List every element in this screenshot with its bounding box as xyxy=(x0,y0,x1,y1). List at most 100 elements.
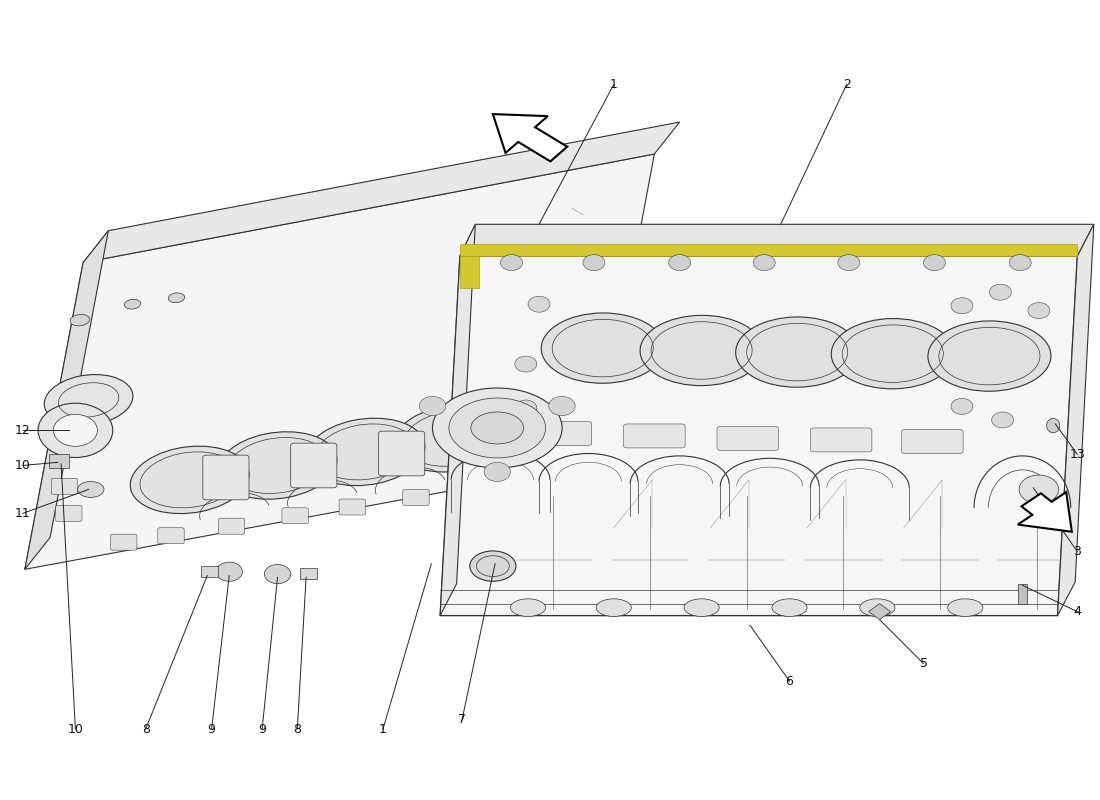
Text: 5: 5 xyxy=(920,657,927,670)
Ellipse shape xyxy=(50,438,73,450)
Ellipse shape xyxy=(596,599,631,617)
Bar xyxy=(200,566,218,578)
Ellipse shape xyxy=(306,418,425,486)
Polygon shape xyxy=(440,224,475,616)
Text: 10: 10 xyxy=(67,722,84,735)
FancyBboxPatch shape xyxy=(902,430,964,454)
Ellipse shape xyxy=(78,482,104,498)
FancyBboxPatch shape xyxy=(290,443,337,488)
Circle shape xyxy=(1019,475,1058,504)
FancyBboxPatch shape xyxy=(202,455,249,500)
Text: 85: 85 xyxy=(908,363,1001,429)
Ellipse shape xyxy=(860,599,895,617)
Ellipse shape xyxy=(394,405,513,472)
Ellipse shape xyxy=(44,374,133,426)
Text: 6: 6 xyxy=(785,674,793,688)
FancyBboxPatch shape xyxy=(460,480,486,496)
Text: 2: 2 xyxy=(843,78,850,91)
FancyBboxPatch shape xyxy=(157,528,184,544)
Circle shape xyxy=(264,565,290,584)
FancyBboxPatch shape xyxy=(378,431,425,476)
Circle shape xyxy=(549,397,575,415)
Bar xyxy=(1018,584,1026,604)
Text: 8: 8 xyxy=(142,722,150,735)
Ellipse shape xyxy=(948,599,983,617)
Polygon shape xyxy=(25,230,109,570)
Circle shape xyxy=(583,254,605,270)
FancyBboxPatch shape xyxy=(339,499,365,515)
Ellipse shape xyxy=(432,388,562,468)
Circle shape xyxy=(838,254,860,270)
Text: 7: 7 xyxy=(458,713,466,726)
Ellipse shape xyxy=(593,386,613,398)
Ellipse shape xyxy=(832,318,955,389)
Polygon shape xyxy=(1057,224,1093,616)
Circle shape xyxy=(484,462,510,482)
Text: 12: 12 xyxy=(14,424,31,437)
Ellipse shape xyxy=(168,293,185,302)
Polygon shape xyxy=(1018,492,1071,532)
Bar xyxy=(299,568,317,579)
Polygon shape xyxy=(869,604,891,620)
Circle shape xyxy=(54,414,98,446)
Ellipse shape xyxy=(510,599,546,617)
FancyBboxPatch shape xyxy=(624,424,685,448)
Ellipse shape xyxy=(928,321,1050,391)
Ellipse shape xyxy=(449,398,546,458)
Circle shape xyxy=(515,356,537,372)
Circle shape xyxy=(989,284,1011,300)
Ellipse shape xyxy=(70,314,89,326)
Polygon shape xyxy=(460,244,1077,256)
Polygon shape xyxy=(460,256,478,288)
Circle shape xyxy=(991,412,1013,428)
FancyBboxPatch shape xyxy=(52,478,78,494)
Text: a passion for cars: a passion for cars xyxy=(493,438,750,466)
FancyBboxPatch shape xyxy=(811,428,872,452)
FancyBboxPatch shape xyxy=(282,508,308,524)
Bar xyxy=(50,454,69,468)
Circle shape xyxy=(419,397,446,415)
Circle shape xyxy=(952,298,974,314)
FancyBboxPatch shape xyxy=(218,518,244,534)
Circle shape xyxy=(924,254,946,270)
Ellipse shape xyxy=(772,599,807,617)
Ellipse shape xyxy=(124,299,141,309)
Polygon shape xyxy=(460,224,1093,256)
Circle shape xyxy=(528,296,550,312)
Text: 4: 4 xyxy=(1074,605,1081,618)
Circle shape xyxy=(216,562,242,582)
Polygon shape xyxy=(493,114,568,162)
Ellipse shape xyxy=(1046,418,1059,433)
Circle shape xyxy=(952,398,974,414)
FancyBboxPatch shape xyxy=(56,506,82,522)
Text: 3: 3 xyxy=(1074,546,1081,558)
Ellipse shape xyxy=(736,317,859,387)
Text: 13: 13 xyxy=(1069,448,1086,461)
Polygon shape xyxy=(25,154,654,570)
Ellipse shape xyxy=(470,551,516,582)
FancyBboxPatch shape xyxy=(530,422,592,446)
FancyBboxPatch shape xyxy=(466,419,513,464)
Ellipse shape xyxy=(640,315,763,386)
Ellipse shape xyxy=(684,599,719,617)
FancyBboxPatch shape xyxy=(111,534,136,550)
FancyBboxPatch shape xyxy=(403,490,429,506)
FancyBboxPatch shape xyxy=(717,426,779,450)
Circle shape xyxy=(754,254,776,270)
Circle shape xyxy=(669,254,691,270)
Ellipse shape xyxy=(130,446,249,514)
Ellipse shape xyxy=(482,392,601,459)
Text: 10: 10 xyxy=(14,459,31,472)
Ellipse shape xyxy=(541,313,664,383)
Circle shape xyxy=(500,254,522,270)
Circle shape xyxy=(1009,254,1031,270)
Text: 9: 9 xyxy=(208,722,216,735)
Text: 1: 1 xyxy=(609,78,618,91)
Text: 11: 11 xyxy=(14,507,31,520)
Circle shape xyxy=(39,403,113,458)
Ellipse shape xyxy=(218,432,337,499)
Text: 1: 1 xyxy=(379,722,387,735)
Text: europes: europes xyxy=(486,319,834,393)
Polygon shape xyxy=(440,256,1077,616)
Ellipse shape xyxy=(471,412,524,444)
